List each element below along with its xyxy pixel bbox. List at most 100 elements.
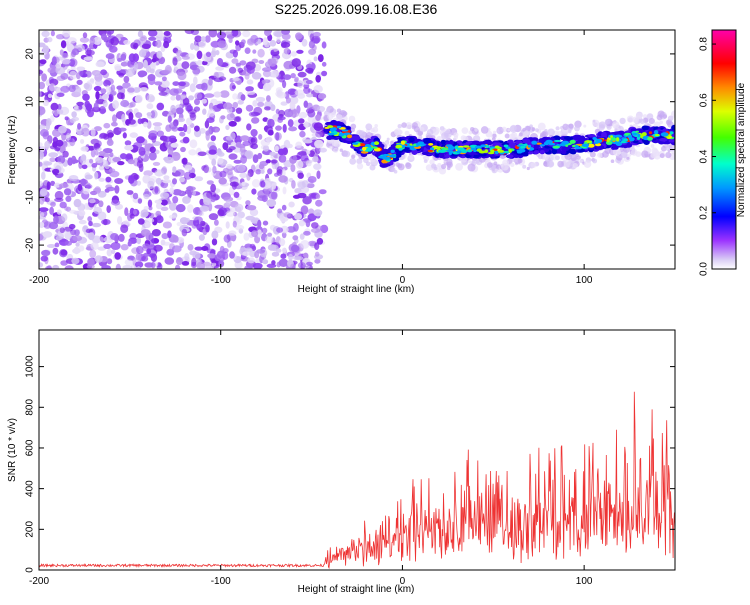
noise-blob (276, 227, 284, 233)
signal-peak (458, 145, 464, 149)
noise-blob (257, 48, 265, 58)
noise-blob (292, 155, 297, 162)
noise-blob (296, 49, 304, 54)
signal-peak (610, 137, 617, 141)
noise-blob (162, 221, 172, 229)
noise-blob (93, 36, 102, 46)
noise-blob (210, 183, 217, 193)
noise-blob (137, 30, 144, 38)
noise-blob (48, 76, 55, 83)
noise-blob (214, 127, 220, 133)
noise-blob (248, 111, 259, 117)
signal-core (448, 139, 454, 146)
noise-blob (175, 107, 184, 115)
spectrogram-ylabel: Frequency (Hz) (7, 116, 18, 185)
noise-blob (172, 235, 179, 243)
noise-blob (301, 38, 308, 47)
signal-peak (398, 147, 403, 151)
y-tick-label: 1000 (25, 355, 36, 378)
signal-halo (374, 124, 379, 128)
noise-blob (44, 140, 51, 149)
noise-blob (78, 210, 86, 217)
noise-blob (318, 189, 327, 195)
noise-blob (211, 230, 219, 239)
noise-blob (198, 210, 203, 216)
signal-halo (369, 155, 376, 163)
noise-blob (49, 206, 54, 215)
noise-blob (81, 127, 90, 137)
noise-blob (54, 147, 60, 152)
noise-blob (149, 253, 156, 258)
noise-blob (138, 49, 147, 58)
noise-blob (265, 159, 271, 164)
signal-peak (490, 149, 495, 153)
signal-core (481, 140, 489, 145)
signal-halo (342, 111, 348, 117)
noise-blob (59, 227, 65, 234)
noise-blob (275, 125, 282, 131)
noise-blob (262, 220, 269, 226)
noise-blob (179, 131, 186, 137)
noise-blob (87, 216, 93, 222)
noise-blob (182, 196, 191, 204)
noise-blob (127, 159, 135, 165)
signal-core (411, 149, 418, 156)
noise-blob (112, 156, 121, 163)
noise-blob (68, 209, 77, 214)
noise-blob (137, 70, 148, 77)
signal-halo (537, 154, 543, 160)
noise-blob (142, 243, 151, 249)
noise-blob (39, 188, 48, 197)
signal-halo (598, 124, 605, 131)
signal-halo (576, 155, 581, 160)
signal-halo (390, 166, 396, 173)
noise-blob (182, 136, 190, 144)
signal-core (671, 124, 675, 131)
noise-blob (246, 123, 252, 131)
noise-blob (109, 152, 114, 158)
signal-halo (659, 153, 665, 159)
noise-blob (162, 179, 172, 184)
noise-blob (123, 39, 131, 45)
noise-blob (158, 91, 168, 96)
noise-blob (262, 259, 269, 265)
signal-core (596, 145, 605, 150)
noise-blob (233, 159, 242, 164)
signal-peak (648, 131, 653, 135)
noise-blob (61, 58, 71, 65)
noise-blob (260, 169, 265, 174)
noise-blob (295, 32, 303, 40)
signal-halo (555, 126, 560, 131)
noise-blob (232, 220, 237, 228)
noise-blob (305, 108, 315, 114)
signal-halo (461, 127, 469, 134)
noise-blob (65, 195, 72, 202)
signal-halo (630, 149, 638, 156)
noise-blob (290, 73, 296, 79)
signal-halo (632, 116, 639, 124)
noise-blob (216, 58, 224, 66)
noise-blob (87, 109, 94, 118)
noise-blob (80, 146, 89, 152)
noise-blob (216, 31, 227, 39)
colorbar-label: Normalized spectral amplitude (736, 82, 747, 217)
noise-blob (45, 122, 51, 131)
x-tick-label: -200 (29, 275, 49, 286)
snr-xlabel: Height of straight line (km) (298, 584, 415, 595)
signal-peak (401, 140, 405, 145)
noise-blob (43, 161, 53, 166)
signal-halo (468, 130, 473, 135)
noise-blob (315, 194, 321, 199)
signal-core (563, 136, 572, 140)
noise-blob (110, 84, 116, 92)
noise-blob (255, 169, 262, 175)
signal-peak (606, 139, 610, 143)
noise-blob (200, 36, 206, 42)
y-tick-label: 20 (25, 48, 36, 60)
noise-blob (251, 117, 260, 124)
noise-blob (194, 98, 200, 106)
signal-peak (378, 155, 384, 159)
noise-blob (133, 142, 143, 149)
noise-blob (257, 101, 265, 107)
noise-blob (164, 136, 172, 142)
